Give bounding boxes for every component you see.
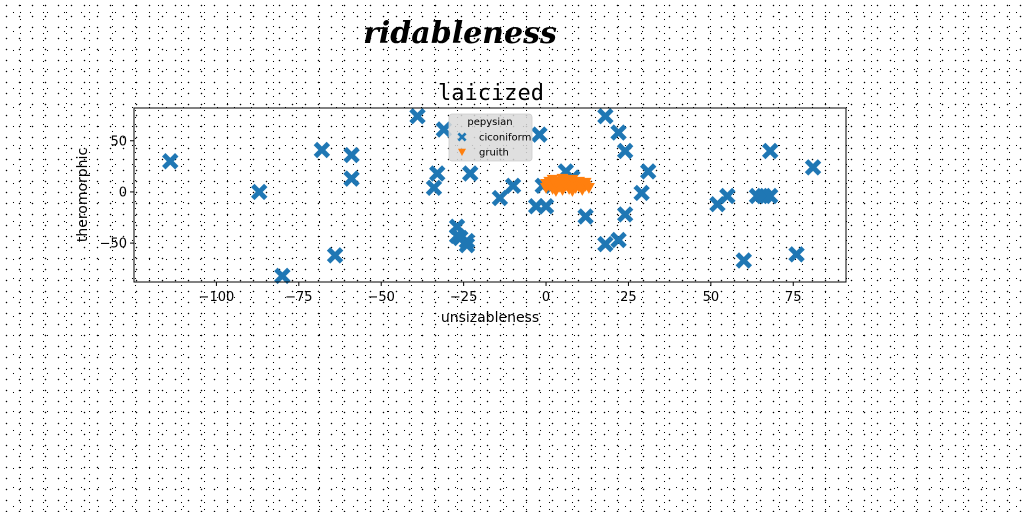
x-point-40 xyxy=(761,142,779,160)
figure-title: ridableness xyxy=(363,16,557,51)
x-point-18 xyxy=(504,177,522,195)
x-point-27 xyxy=(597,235,614,253)
y-tick-label: 0 xyxy=(119,185,127,200)
x-point-28 xyxy=(610,231,627,249)
legend-marker xyxy=(457,132,467,142)
x-point-1 xyxy=(251,183,268,201)
x-point-14 xyxy=(458,232,476,250)
x-point-41 xyxy=(788,246,805,263)
x-point-17 xyxy=(491,189,509,207)
x-point-32 xyxy=(633,184,650,202)
chart-marks xyxy=(162,107,822,285)
x-tick-label: −75 xyxy=(285,290,312,305)
plot-frame xyxy=(133,107,847,283)
x-point-26 xyxy=(597,107,614,125)
x-point-2 xyxy=(274,267,291,285)
x-point-15 xyxy=(458,236,476,254)
x-point-30 xyxy=(616,142,634,160)
x-point-20 xyxy=(531,126,548,143)
x-point-39 xyxy=(761,187,779,205)
x-point-0 xyxy=(162,153,179,170)
x-point-3 xyxy=(313,141,331,159)
y-axis-label: theromorphic xyxy=(75,148,91,242)
x-axis: −100 −75 −50 −25 0 25 50 75 xyxy=(199,282,802,305)
x-tick-label: −100 xyxy=(199,290,235,305)
plot-title: laicized xyxy=(438,81,544,106)
x-point-36 xyxy=(735,252,753,269)
x-tick-label: 25 xyxy=(620,290,637,305)
x-tick-label: −50 xyxy=(368,290,395,305)
y-tick-label: −50 xyxy=(100,237,127,252)
x-point-33 xyxy=(639,163,657,180)
x-tick-label: −25 xyxy=(450,290,477,305)
x-point-5 xyxy=(343,146,360,164)
y-axis: −50 0 50 xyxy=(100,134,134,252)
x-tick-label: 50 xyxy=(703,290,720,305)
x-point-6 xyxy=(343,170,360,187)
x-point-29 xyxy=(610,124,627,141)
triangle-point-28 xyxy=(582,183,595,194)
legend-marker xyxy=(458,148,466,156)
x-tick-label: 75 xyxy=(785,290,802,305)
x-point-31 xyxy=(616,206,634,223)
x-point-25 xyxy=(577,208,594,225)
x-axis-label: unsizableness xyxy=(441,310,539,326)
x-point-8 xyxy=(425,179,443,197)
x-point-35 xyxy=(719,187,736,205)
legend-entry-gruith: gruith xyxy=(458,148,509,159)
y-tick-label: 50 xyxy=(110,134,127,149)
x-tick-label: 0 xyxy=(542,290,550,305)
x-point-7 xyxy=(409,107,426,125)
series-gruith xyxy=(540,173,595,197)
x-point-10 xyxy=(435,121,453,138)
legend: pepysian ciconiform gruith xyxy=(448,113,533,162)
x-point-42 xyxy=(804,159,822,176)
x-point-22 xyxy=(537,198,555,215)
legend-title: pepysian xyxy=(467,117,512,128)
x-point-4 xyxy=(326,247,344,264)
x-point-16 xyxy=(461,165,479,182)
legend-entry-ciconiform: ciconiform xyxy=(457,132,531,144)
legend-label: gruith xyxy=(479,148,509,159)
legend-box xyxy=(448,113,533,162)
legend-label: ciconiform xyxy=(479,133,531,144)
x-point-9 xyxy=(429,165,446,182)
series-ciconiform xyxy=(162,107,822,285)
